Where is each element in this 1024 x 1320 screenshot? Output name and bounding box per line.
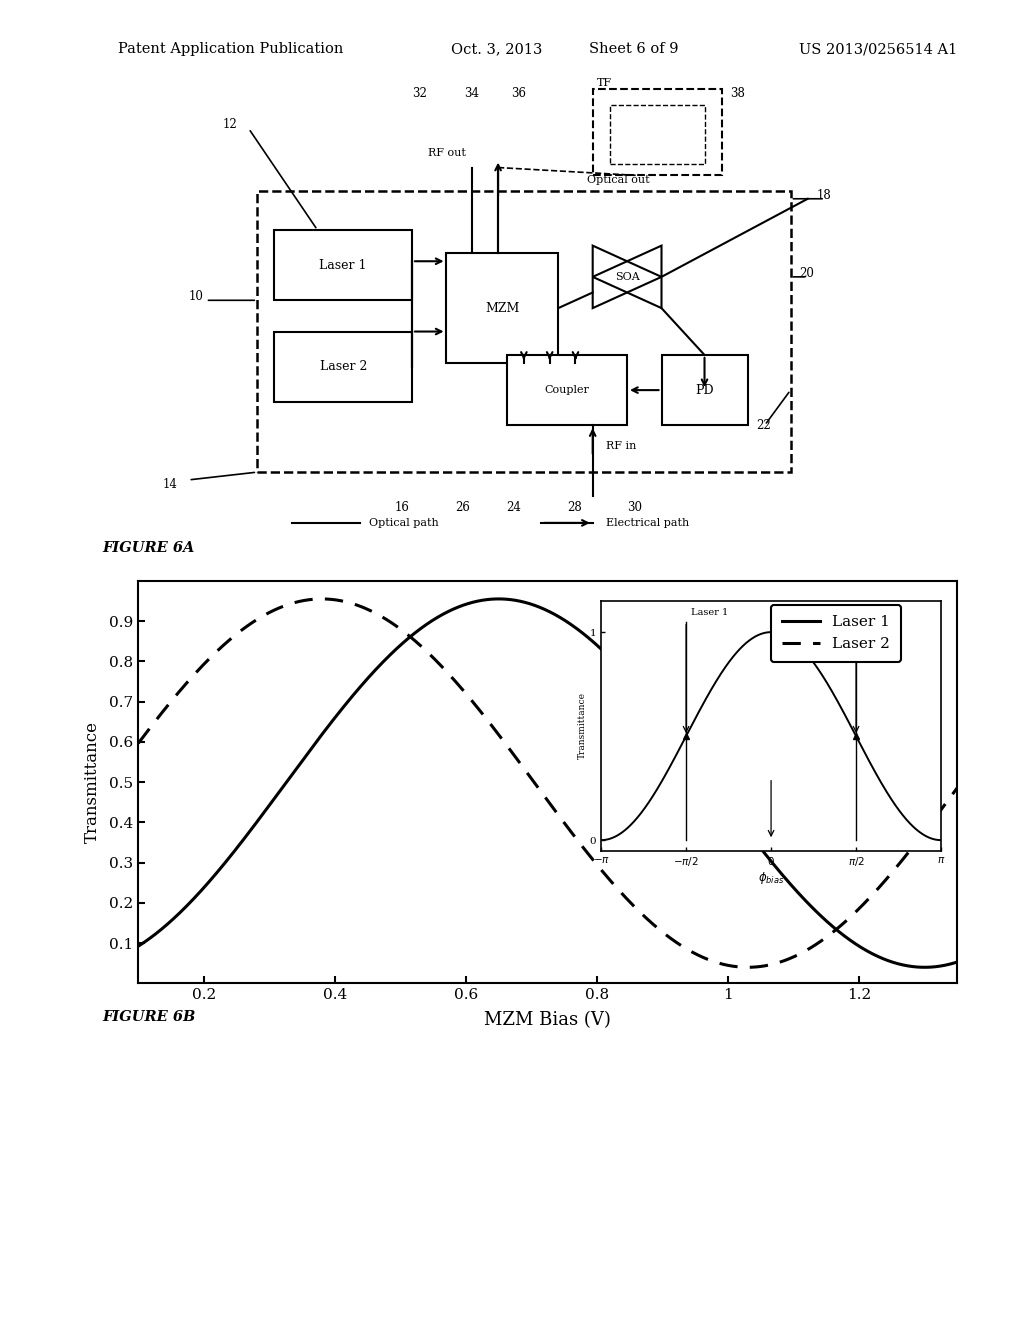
Y-axis label: Transmittance: Transmittance (84, 721, 100, 843)
X-axis label: MZM Bias (V): MZM Bias (V) (484, 1011, 611, 1028)
Laser 1 (512, 593, 524, 609)
Laser 2 (535, 783, 547, 799)
Text: PD: PD (695, 384, 714, 396)
Text: Laser 2: Laser 2 (319, 360, 367, 374)
Text: Coupler: Coupler (545, 385, 590, 395)
Text: 16: 16 (395, 502, 410, 515)
Line: Laser 1: Laser 1 (138, 599, 964, 968)
Text: Patent Application Publication: Patent Application Publication (118, 42, 343, 57)
Text: RF out: RF out (428, 148, 465, 158)
Text: FIGURE 6A: FIGURE 6A (102, 541, 195, 556)
Laser 1 (919, 960, 931, 975)
Line: Laser 2: Laser 2 (138, 599, 964, 968)
Text: MZM: MZM (485, 301, 519, 314)
Laser 1 (782, 874, 795, 890)
Laser 1 (132, 939, 144, 954)
Text: 36: 36 (511, 87, 526, 100)
Laser 1 (935, 958, 947, 974)
Laser 1 (934, 958, 946, 974)
Laser 1 (957, 952, 970, 968)
Text: US 2013/0256514 A1: US 2013/0256514 A1 (799, 42, 957, 57)
Text: Optical out: Optical out (587, 176, 650, 185)
Text: 10: 10 (188, 290, 204, 304)
Text: 28: 28 (567, 502, 582, 515)
Legend: Laser 1, Laser 2: Laser 1, Laser 2 (771, 605, 901, 661)
Text: Laser 1: Laser 1 (319, 259, 367, 272)
Text: 30: 30 (627, 502, 642, 515)
Text: 18: 18 (816, 189, 831, 202)
Text: SOA: SOA (614, 272, 639, 282)
Laser 2 (174, 682, 186, 698)
Text: 22: 22 (756, 420, 771, 432)
FancyBboxPatch shape (446, 253, 558, 363)
Laser 2 (315, 591, 328, 607)
Laser 1 (535, 599, 547, 615)
Laser 2 (957, 771, 970, 787)
Text: 32: 32 (412, 87, 427, 100)
Laser 1 (174, 904, 186, 920)
Text: Electrical path: Electrical path (605, 517, 689, 528)
Text: 38: 38 (730, 87, 745, 100)
Text: Optical path: Optical path (369, 517, 439, 528)
Text: Oct. 3, 2013: Oct. 3, 2013 (451, 42, 542, 57)
FancyBboxPatch shape (274, 230, 412, 300)
Laser 2 (934, 803, 946, 818)
Text: TF: TF (597, 78, 612, 87)
Laser 2 (741, 960, 754, 975)
FancyBboxPatch shape (507, 355, 627, 425)
FancyBboxPatch shape (274, 331, 412, 401)
Laser 2 (132, 735, 144, 751)
Text: 14: 14 (163, 478, 177, 491)
Laser 1 (493, 591, 505, 607)
Text: 26: 26 (455, 502, 470, 515)
Text: 20: 20 (799, 267, 814, 280)
Text: 24: 24 (507, 502, 521, 515)
Text: 34: 34 (464, 87, 478, 100)
FancyBboxPatch shape (662, 355, 748, 425)
Laser 2 (783, 950, 796, 966)
Text: FIGURE 6B: FIGURE 6B (102, 1010, 196, 1024)
Laser 2 (935, 803, 947, 818)
Text: RF in: RF in (605, 441, 636, 450)
Laser 2 (512, 752, 524, 768)
Text: Sheet 6 of 9: Sheet 6 of 9 (589, 42, 678, 57)
Text: 12: 12 (223, 119, 238, 132)
